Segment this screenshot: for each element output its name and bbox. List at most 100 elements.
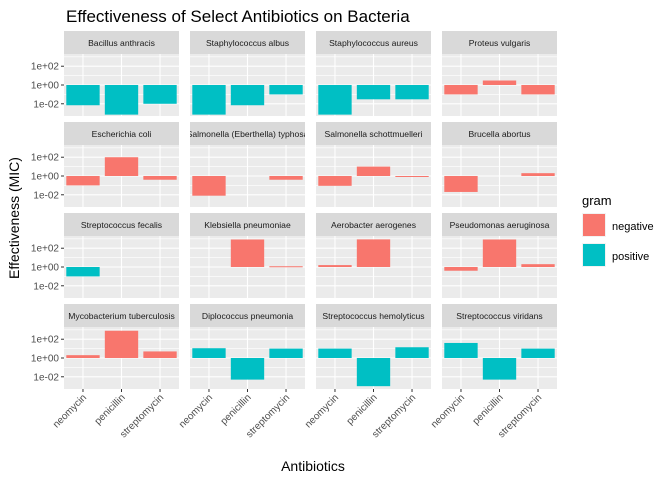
y-axis-title: Effectiveness (MIC) (6, 157, 22, 279)
panel-diplococcus-pneumonia-strip (190, 304, 305, 327)
panel-streptococcus-hemolyticus-bar-streptomycin (395, 347, 429, 358)
panel-mycobacterium-tuberculosis-bar-penicillin (104, 330, 139, 358)
panel-bacillus-anthracis-bar-penicillin (104, 85, 139, 115)
panel-escherichia-coli-bar-streptomycin (143, 176, 177, 180)
panel-streptococcus-fecalis-strip (64, 213, 179, 236)
panel-bacillus-anthracis-bar-streptomycin (143, 85, 177, 104)
x-tick-label: neomycin (429, 392, 467, 430)
panel-staphylococcus-aureus-strip (316, 31, 431, 54)
panel-salmonella-eberthella-typhosa-strip (190, 122, 305, 145)
x-tick-label: penicillin (471, 392, 506, 427)
panel-aerobacter-aerogenes-strip (316, 213, 431, 236)
y-tick-label: 1e+00 (31, 263, 60, 274)
panel-staphylococcus-albus-bar-streptomycin (269, 85, 303, 95)
panel-escherichia-coli-bar-penicillin (104, 157, 139, 176)
panel-proteus-vulgaris-bar-streptomycin (521, 85, 555, 95)
panel-brucella-abortus-bar-neomycin (444, 176, 478, 192)
panel-diplococcus-pneumonia-bar-streptomycin (269, 348, 303, 358)
legend-title: gram (582, 193, 612, 208)
panel-streptococcus-hemolyticus-bar-penicillin (356, 358, 391, 387)
panel-staphylococcus-albus-strip (190, 31, 305, 54)
panel-proteus-vulgaris-bar-neomycin (444, 85, 478, 95)
panel-diplococcus-pneumonia-bar-neomycin (192, 348, 226, 358)
legend-key-positive (583, 244, 605, 266)
panel-salmonella-schottmuelleri-bar-streptomycin (395, 176, 429, 177)
panel-staphylococcus-aureus-bar-streptomycin (395, 85, 429, 100)
panel-brucella-abortus-bar-streptomycin (521, 173, 555, 176)
x-tick-label: neomycin (51, 392, 89, 430)
panel-brucella-abortus-label: Brucella abortus (468, 129, 530, 139)
panel-staphylococcus-aureus-label: Staphylococcus aureus (329, 38, 418, 48)
panel-pseudomonas-aeruginosa-strip (442, 213, 557, 236)
y-tick-label: 1e+02 (31, 62, 60, 73)
y-tick-label: 1e-02 (33, 372, 59, 383)
panel-mycobacterium-tuberculosis-bar-streptomycin (143, 351, 177, 358)
y-tick-label: 1e+02 (31, 244, 60, 255)
y-tick-label: 1e-02 (33, 281, 59, 292)
panel-pseudomonas-aeruginosa-bar-penicillin (482, 239, 517, 267)
panel-mycobacterium-tuberculosis-label: Mycobacterium tuberculosis (68, 311, 175, 321)
panel-streptococcus-hemolyticus-label: Streptococcus hemolyticus (322, 311, 424, 321)
panel-staphylococcus-albus-bar-penicillin (230, 85, 265, 106)
panel-aerobacter-aerogenes-label: Aerobacter aerogenes (331, 220, 416, 230)
panel-streptococcus-hemolyticus-bar-neomycin (318, 348, 352, 358)
y-tick-label: 1e-02 (33, 99, 59, 110)
panel-salmonella-schottmuelleri-bar-neomycin (318, 176, 352, 186)
panel-streptococcus-hemolyticus-strip (316, 304, 431, 327)
panel-streptococcus-fecalis-label: Streptococcus fecalis (81, 220, 162, 230)
panel-klebsiella-pneumoniae-strip (190, 213, 305, 236)
panel-mycobacterium-tuberculosis-bar-neomycin (66, 355, 100, 358)
legend-label-positive: positive (612, 251, 649, 263)
panel-streptococcus-viridans-strip (442, 304, 557, 327)
panel-pseudomonas-aeruginosa-label: Pseudomonas aeruginosa (450, 220, 550, 230)
panel-salmonella-eberthella-typhosa-bar-streptomycin (269, 176, 303, 180)
legend-key-negative (583, 214, 605, 236)
panel-streptococcus-viridans-bar-streptomycin (521, 348, 555, 358)
panel-salmonella-schottmuelleri-bar-penicillin (356, 166, 391, 176)
panel-staphylococcus-aureus-bar-neomycin (318, 85, 352, 115)
panel-staphylococcus-aureus-bar-penicillin (356, 85, 391, 100)
panel-klebsiella-pneumoniae-label: Klebsiella pneumoniae (204, 220, 291, 230)
panel-diplococcus-pneumonia-label: Diplococcus pneumonia (202, 311, 293, 321)
y-tick-label: 1e+00 (31, 81, 60, 92)
panel-salmonella-schottmuelleri-label: Salmonella schottmuelleri (325, 129, 423, 139)
panel-salmonella-schottmuelleri-strip (316, 122, 431, 145)
panel-salmonella-eberthella-typhosa-label: Salmonella (Eberthella) typhosa (187, 129, 309, 139)
panel-aerobacter-aerogenes-bar-penicillin (356, 239, 391, 267)
panel-streptococcus-viridans-bar-penicillin (482, 358, 517, 380)
panel-aerobacter-aerogenes-bar-neomycin (318, 265, 352, 267)
y-tick-label: 1e+00 (31, 172, 60, 183)
x-tick-label: penicillin (93, 392, 128, 427)
y-tick-label: 1e+00 (31, 354, 60, 365)
panel-salmonella-eberthella-typhosa-bar-neomycin (192, 176, 226, 196)
panel-escherichia-coli-bar-neomycin (66, 176, 100, 186)
x-tick-label: penicillin (345, 392, 380, 427)
panel-proteus-vulgaris-strip (442, 31, 557, 54)
panel-streptococcus-fecalis-bar-neomycin (66, 267, 100, 277)
panel-escherichia-coli-label: Escherichia coli (92, 129, 152, 139)
panel-staphylococcus-albus-bar-neomycin (192, 85, 226, 115)
y-tick-label: 1e+02 (31, 335, 60, 346)
panel-bacillus-anthracis-label: Bacillus anthracis (88, 38, 155, 48)
x-tick-label: neomycin (177, 392, 215, 430)
x-tick-label: penicillin (219, 392, 254, 427)
panel-klebsiella-pneumoniae-bar-penicillin (230, 239, 265, 267)
x-tick-label: neomycin (303, 392, 341, 430)
legend-label-negative: negative (612, 221, 654, 233)
panel-pseudomonas-aeruginosa-bar-streptomycin (521, 264, 555, 267)
panel-escherichia-coli-strip (64, 122, 179, 145)
panel-streptococcus-viridans-bar-neomycin (444, 342, 478, 358)
y-tick-label: 1e+02 (31, 153, 60, 164)
y-tick-label: 1e-02 (33, 190, 59, 201)
panel-bacillus-anthracis-bar-neomycin (66, 85, 100, 106)
chart-title: Effectiveness of Select Antibiotics on B… (66, 7, 410, 26)
panel-diplococcus-pneumonia-bar-penicillin (230, 358, 265, 380)
panel-klebsiella-pneumoniae-bar-streptomycin (269, 266, 303, 268)
panel-proteus-vulgaris-bar-penicillin (482, 80, 517, 85)
panel-bacillus-anthracis-strip (64, 31, 179, 54)
panel-streptococcus-viridans-label: Streptococcus viridans (456, 311, 542, 321)
panel-staphylococcus-albus-label: Staphylococcus albus (206, 38, 289, 48)
x-axis-title: Antibiotics (281, 458, 345, 474)
